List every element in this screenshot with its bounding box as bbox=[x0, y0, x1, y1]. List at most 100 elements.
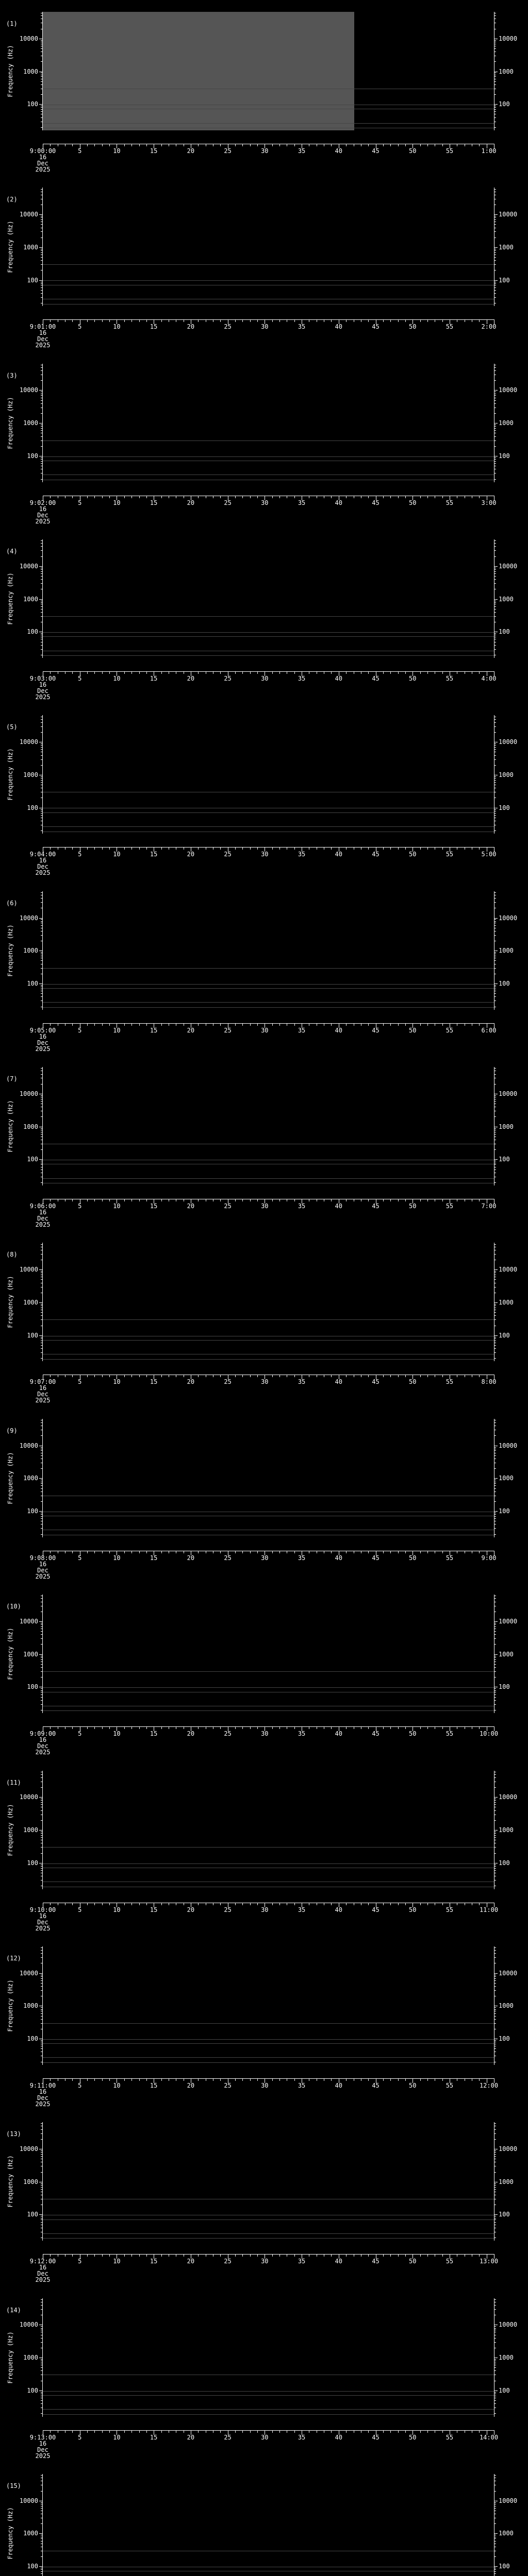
x-minor-tick bbox=[242, 2255, 243, 2257]
x-minor-tick bbox=[161, 1551, 162, 1553]
y-minor-tick bbox=[494, 2490, 496, 2492]
date-label: Dec bbox=[37, 1566, 48, 1574]
y-minor-tick bbox=[41, 1485, 42, 1486]
x-minor-tick bbox=[146, 1023, 147, 1026]
y-minor-tick bbox=[41, 779, 42, 781]
y-minor-tick bbox=[41, 1820, 42, 1821]
y-major-tick bbox=[494, 1159, 498, 1160]
x-minor-tick bbox=[294, 2255, 295, 2257]
y-minor-tick bbox=[41, 1802, 42, 1803]
x-minor-tick bbox=[235, 496, 236, 498]
y-tick-label: 1000 bbox=[499, 1123, 514, 1130]
y-minor-tick bbox=[494, 2502, 496, 2503]
x-tick-label: 40 bbox=[335, 1202, 342, 1210]
panel-index-label: (15) bbox=[6, 2482, 21, 2489]
y-minor-tick bbox=[41, 2019, 42, 2020]
x-minor-tick bbox=[257, 672, 258, 674]
y-minor-tick bbox=[41, 2150, 42, 2151]
x-minor-tick bbox=[272, 1199, 273, 1202]
y-minor-tick bbox=[41, 257, 42, 258]
x-minor-tick bbox=[161, 672, 162, 674]
y-minor-tick bbox=[41, 556, 42, 557]
reference-gridline bbox=[43, 2233, 494, 2234]
y-major-tick bbox=[494, 280, 498, 281]
x-tick-label: 40 bbox=[335, 2081, 342, 2089]
x-minor-tick bbox=[131, 1199, 133, 1202]
x-tick-label: 30 bbox=[261, 1026, 269, 1034]
y-minor-tick bbox=[41, 2400, 42, 2401]
x-minor-tick bbox=[242, 1551, 243, 1553]
x-tick-label: 50 bbox=[408, 323, 417, 331]
y-minor-tick bbox=[41, 2392, 42, 2393]
x-minor-tick bbox=[294, 1903, 295, 1905]
x-minor-tick bbox=[50, 1199, 51, 1202]
x-minor-tick bbox=[198, 1551, 199, 1553]
date-label: 2025 bbox=[35, 2100, 51, 2108]
x-minor-tick bbox=[383, 496, 384, 498]
x-minor-tick bbox=[294, 1551, 295, 1553]
x-minor-tick bbox=[124, 2255, 125, 2257]
x-end-time-label: 10:00 bbox=[479, 1730, 499, 1738]
reference-gridline bbox=[43, 2043, 494, 2044]
y-minor-tick bbox=[494, 1516, 496, 1517]
x-minor-tick bbox=[131, 1375, 133, 1378]
date-label: Dec bbox=[37, 335, 48, 343]
reference-gridline bbox=[43, 988, 494, 989]
y-tick-label: 100 bbox=[499, 2386, 510, 2394]
y-minor-tick bbox=[494, 1528, 496, 1529]
y-minor-tick bbox=[494, 1866, 496, 1867]
x-minor-tick bbox=[50, 2078, 51, 2081]
y-minor-tick bbox=[41, 1704, 42, 1705]
x-minor-tick bbox=[420, 1903, 421, 1905]
y-minor-tick bbox=[494, 755, 496, 756]
x-minor-tick bbox=[124, 1375, 125, 1378]
y-tick-label: 10000 bbox=[19, 1442, 38, 1449]
y-minor-tick bbox=[41, 1787, 42, 1788]
y-minor-tick bbox=[494, 1358, 496, 1359]
x-tick-label: 55 bbox=[446, 2081, 454, 2089]
x-minor-tick bbox=[405, 1727, 406, 1730]
x-tick-label: 55 bbox=[446, 1554, 454, 1562]
x-minor-tick bbox=[294, 496, 295, 498]
y-major-tick bbox=[39, 1269, 42, 1270]
y-minor-tick bbox=[494, 189, 496, 190]
y-minor-tick bbox=[494, 2009, 496, 2010]
y-minor-tick bbox=[41, 1149, 42, 1150]
y-minor-tick bbox=[41, 2187, 42, 2188]
x-minor-tick bbox=[50, 1727, 51, 1730]
y-minor-tick bbox=[494, 1244, 496, 1245]
y-minor-tick bbox=[41, 109, 42, 110]
y-minor-tick bbox=[41, 1866, 42, 1867]
y-major-tick bbox=[39, 2566, 42, 2567]
x-minor-tick bbox=[220, 1199, 221, 1202]
x-start-time-label: 9:02:00 bbox=[29, 499, 56, 506]
x-tick-label: 15 bbox=[150, 1906, 158, 1913]
x-minor-tick bbox=[146, 1551, 147, 1553]
y-minor-tick bbox=[41, 395, 42, 396]
x-tick-label: 45 bbox=[372, 851, 380, 858]
x-minor-tick bbox=[442, 2430, 443, 2433]
x-minor-tick bbox=[405, 320, 406, 323]
y-tick-label: 1000 bbox=[499, 1298, 514, 1306]
y-minor-tick bbox=[41, 1978, 42, 1979]
x-minor-tick bbox=[250, 2078, 251, 2081]
y-tick-label: 1000 bbox=[499, 1475, 514, 1482]
x-minor-tick bbox=[427, 2430, 428, 2433]
x-tick-label: 25 bbox=[224, 2258, 232, 2265]
x-minor-tick bbox=[257, 1023, 258, 1026]
x-minor-tick bbox=[279, 496, 280, 498]
reference-gridline bbox=[43, 984, 494, 985]
y-minor-tick bbox=[494, 556, 496, 557]
y-minor-tick bbox=[41, 543, 42, 544]
x-start-time-label: 9:12:00 bbox=[29, 2258, 56, 2265]
y-major-tick bbox=[39, 599, 42, 600]
y-minor-tick bbox=[41, 2556, 42, 2557]
y-axis-spine-left bbox=[42, 1946, 43, 2065]
x-minor-tick bbox=[124, 2078, 125, 2081]
y-minor-tick bbox=[494, 576, 496, 577]
x-start-time-label: 9:13:00 bbox=[29, 2433, 56, 2441]
x-minor-tick bbox=[146, 320, 147, 323]
y-tick-label: 10000 bbox=[19, 386, 38, 394]
y-minor-tick bbox=[494, 759, 496, 760]
x-tick-label: 55 bbox=[446, 1378, 454, 1386]
